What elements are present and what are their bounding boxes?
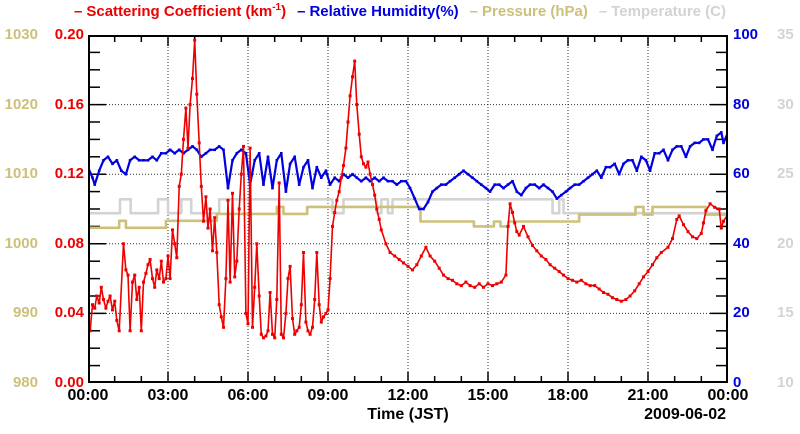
legend-label-humidity: Relative Humidity(%): [309, 3, 459, 20]
ytick-scattering-0.08: 0.08: [54, 234, 84, 252]
legend-line-sample-temperature: –: [598, 3, 608, 20]
legend-label-temperature: Temperature (° C): [611, 0, 726, 20]
ytick-temperature-10: 10: [777, 374, 794, 391]
xtick-8-00:00: 00:00: [707, 387, 749, 404]
ytick-pressure-1030: 1030: [4, 26, 38, 43]
ytick-scattering-0.04: 0.04: [54, 304, 84, 322]
legend-label-pressure: Pressure (hPa): [482, 3, 588, 20]
ytick-pressure-990: 990: [12, 304, 38, 322]
ytick-humidity-40: 40: [733, 234, 750, 252]
ytick-temperature-20: 20: [777, 234, 794, 252]
chart-legend: – Scattering Coefficient (km-1) – Relati…: [0, 0, 800, 21]
ytick-temperature-30: 30: [777, 95, 794, 113]
legend-line-sample-scattering: –: [74, 3, 83, 20]
ytick-scattering-0.16: 0.16: [54, 95, 84, 113]
legend-item-scattering: – Scattering Coefficient (km-1): [74, 2, 287, 21]
ytick-humidity-60: 60: [733, 165, 750, 183]
legend-item-humidity: – Relative Humidity(%): [297, 3, 459, 20]
legend-label-scattering: Scattering Coefficient (km-1): [86, 2, 287, 21]
xtick-4-12:00: 12:00: [387, 387, 429, 404]
xtick-5-15:00: 15:00: [467, 387, 509, 404]
ytick-temperature-25: 25: [777, 165, 794, 183]
legend-item-pressure: – Pressure (hPa): [470, 3, 588, 20]
ytick-temperature-15: 15: [777, 304, 794, 322]
date-label: 2009-06-02: [644, 406, 726, 423]
ytick-humidity-0: 0: [733, 374, 742, 391]
legend-line-sample-pressure: –: [469, 3, 479, 20]
ytick-humidity-20: 20: [733, 304, 750, 322]
plot-area: [88, 35, 728, 383]
ytick-scattering-0.00: 0.00: [54, 374, 84, 391]
ytick-pressure-1010: 1010: [4, 165, 38, 183]
xtick-0-00:00: 00:00: [67, 387, 109, 404]
xtick-6-18:00: 18:00: [547, 387, 589, 404]
legend-item-temperature: – Temperature (° C): [598, 0, 726, 20]
legend-line-sample-humidity: –: [297, 3, 306, 20]
xtick-2-06:00: 06:00: [227, 387, 269, 404]
ytick-pressure-1020: 1020: [4, 95, 38, 113]
xtick-7-21:00: 21:00: [627, 387, 669, 404]
ytick-scattering-0.20: 0.20: [54, 26, 84, 43]
x-axis-title: Time (JST): [367, 406, 449, 423]
xtick-1-03:00: 03:00: [147, 387, 189, 404]
ytick-pressure-1000: 1000: [4, 234, 38, 252]
xtick-3-09:00: 09:00: [307, 387, 349, 404]
ytick-pressure-980: 980: [12, 374, 38, 391]
ytick-humidity-80: 80: [733, 95, 750, 113]
ytick-humidity-100: 100: [733, 26, 759, 43]
ytick-scattering-0.12: 0.12: [54, 165, 84, 183]
ytick-temperature-35: 35: [777, 26, 794, 43]
